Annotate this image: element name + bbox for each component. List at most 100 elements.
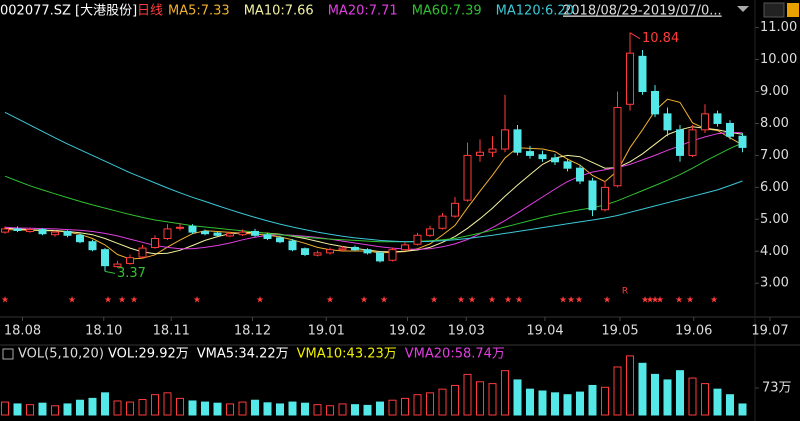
candle-body <box>126 257 134 264</box>
volume-bar <box>263 402 272 416</box>
candle-body <box>63 230 72 236</box>
volume-bar <box>426 392 434 416</box>
candle-body <box>13 228 22 232</box>
event-marker[interactable]: ★ <box>104 296 112 306</box>
event-marker[interactable]: ★ <box>256 296 264 306</box>
event-marker[interactable]: ★ <box>488 296 496 306</box>
event-marker[interactable]: ★ <box>1 296 9 306</box>
candle-body <box>176 226 184 229</box>
annotation-label: 3.37 <box>117 266 146 281</box>
event-marker[interactable]: ★ <box>430 296 438 306</box>
event-marker[interactable]: ★ <box>130 296 138 306</box>
candle-body <box>138 247 147 258</box>
x-tick-label: 19.07 <box>751 324 788 339</box>
volume-bar <box>288 401 297 416</box>
candle-body <box>651 91 659 115</box>
candle-body <box>188 225 197 233</box>
event-marker[interactable]: ★ <box>118 296 126 306</box>
volume-bar <box>451 384 459 416</box>
candle-body <box>613 106 622 187</box>
volume-bar <box>438 388 447 416</box>
y-tick-label: 10.00 <box>760 52 797 67</box>
event-marker[interactable]: ★ <box>468 296 476 306</box>
event-marker[interactable]: ★ <box>646 296 654 306</box>
x-tick-label: 18.10 <box>85 324 122 339</box>
event-marker[interactable]: ★ <box>686 296 694 306</box>
volume-bar <box>351 404 359 416</box>
event-marker[interactable]: ★ <box>641 296 649 306</box>
candle-body <box>551 157 559 163</box>
candle-body <box>226 233 234 237</box>
candle-body <box>26 229 34 232</box>
x-tick-label: 19.01 <box>308 324 345 339</box>
volume-bar <box>376 401 384 416</box>
chart-title: 002077.SZ [大港股份] <box>0 4 137 19</box>
volume-bar <box>138 398 147 416</box>
volume-bar <box>538 390 547 416</box>
dropdown-icon[interactable] <box>737 6 749 12</box>
candle-body <box>463 154 472 201</box>
volume-bar <box>476 381 484 416</box>
event-marker[interactable]: ★ <box>360 296 368 306</box>
legend-label: MA20:7.71 <box>328 4 398 19</box>
event-marker[interactable]: ★ <box>515 296 523 306</box>
event-marker[interactable]: ★ <box>603 296 611 306</box>
candle-body <box>688 129 697 156</box>
candle-body <box>626 52 634 105</box>
volume-bar <box>176 397 184 416</box>
event-marker[interactable]: ★ <box>675 296 683 306</box>
candle-body <box>638 55 647 92</box>
candle-body <box>451 202 459 217</box>
event-marker[interactable]: ★ <box>193 296 201 306</box>
candle-body <box>151 238 159 248</box>
event-marker[interactable]: ★ <box>326 296 334 306</box>
candle-body <box>238 231 247 236</box>
candle-body <box>501 129 509 150</box>
legend-label: MA5:7.33 <box>168 4 230 19</box>
candle-body <box>413 234 422 245</box>
volume-bar <box>1 401 9 416</box>
volume-bar <box>551 392 559 416</box>
volume-bar <box>301 402 309 416</box>
volume-bar <box>88 397 97 416</box>
x-tick-label: 19.05 <box>601 324 638 339</box>
lock-icon[interactable] <box>787 3 799 17</box>
event-marker[interactable]: ★ <box>457 296 465 306</box>
event-marker[interactable]: ★ <box>504 296 512 306</box>
volume-bar <box>276 403 284 416</box>
volume-bar <box>113 400 122 416</box>
volume-bar <box>201 401 209 416</box>
volume-bar <box>188 400 197 416</box>
event-marker[interactable]: ★ <box>68 296 76 306</box>
date-range[interactable]: 2018/08/29-2019/07/0... <box>563 4 722 19</box>
candle-body <box>426 228 434 236</box>
event-marker[interactable]: ★ <box>651 296 659 306</box>
candle-body <box>488 148 497 153</box>
y-tick-label: 8.00 <box>760 116 789 131</box>
legend-label: MA120:6.20 <box>496 4 574 19</box>
candle-body <box>326 249 334 254</box>
volume-bar <box>501 370 509 416</box>
event-marker[interactable]: ★ <box>380 296 388 306</box>
x-tick-label: 18.12 <box>234 324 271 339</box>
candle-body <box>338 247 347 251</box>
volume-label: VMA10:43.23万 <box>297 347 397 362</box>
panel-toggle[interactable] <box>2 348 14 360</box>
event-marker[interactable]: ★ <box>656 296 664 306</box>
settings-icon[interactable] <box>763 2 785 18</box>
event-marker[interactable]: ★ <box>559 296 567 306</box>
volume-bar <box>588 384 597 416</box>
volume-bar <box>363 404 372 416</box>
event-marker[interactable]: ★ <box>575 296 583 306</box>
volume-label: VOL:29.92万 <box>108 347 189 362</box>
event-marker[interactable]: ★ <box>710 296 718 306</box>
candle-body <box>438 215 447 229</box>
volume-bar <box>326 405 334 416</box>
y-tick-label: 9.00 <box>760 84 789 99</box>
volume-bar <box>151 394 159 416</box>
annotation-pointer <box>104 270 116 274</box>
volume-bar <box>388 399 397 416</box>
volume-bar <box>101 392 109 416</box>
event-marker[interactable]: ★ <box>567 296 575 306</box>
